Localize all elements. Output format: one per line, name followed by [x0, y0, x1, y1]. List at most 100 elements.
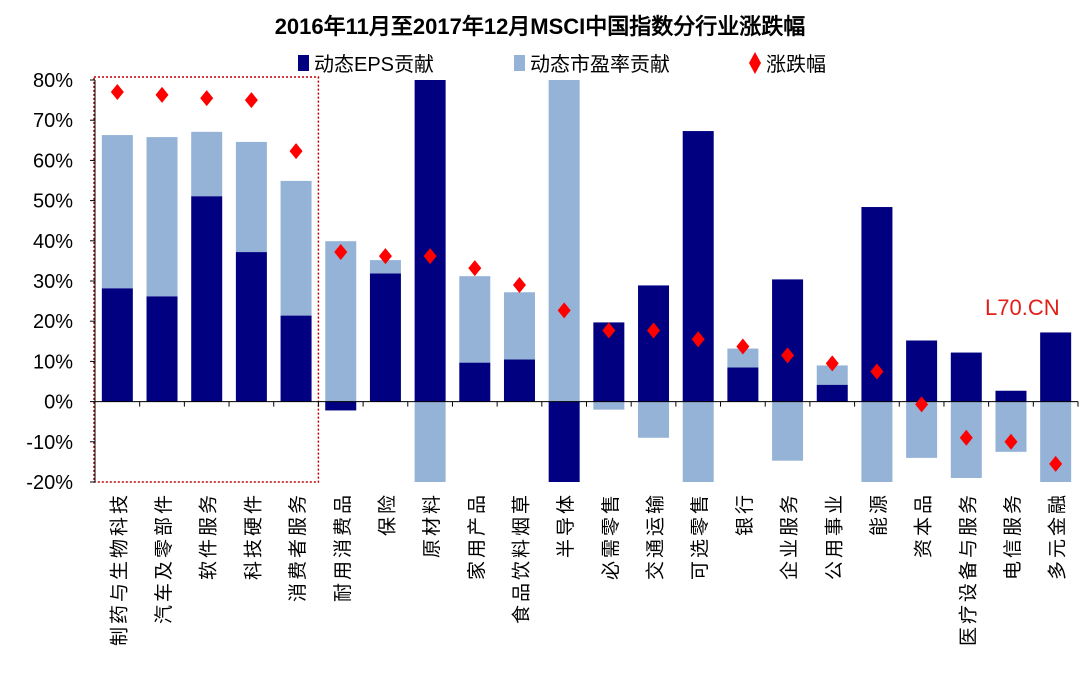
watermark: L70.CN [985, 295, 1060, 320]
bar-pe-13 [682, 401, 714, 482]
bar-eps-1 [146, 296, 178, 402]
x-tick-label: 制药与生物科技 [108, 492, 130, 646]
bar-eps-0 [101, 288, 133, 402]
x-tick-label: 可选零售 [689, 492, 711, 580]
bar-pe-3 [235, 141, 267, 253]
marker-diamond-17 [870, 363, 884, 380]
bar-pe-2 [191, 131, 223, 197]
bar-eps-20 [995, 390, 1027, 402]
bar-eps-7 [414, 80, 446, 402]
y-tick-label: 30% [33, 271, 73, 293]
y-tick-label: 60% [33, 150, 73, 172]
bar-pe-7 [414, 401, 446, 482]
bar-eps-13 [682, 131, 714, 402]
bar-pe-11 [593, 401, 625, 410]
x-tick-label: 电信服务 [1002, 492, 1024, 580]
bar-eps-3 [235, 252, 267, 402]
bar-eps-6 [369, 273, 401, 402]
x-tick-label: 公用事业 [823, 492, 845, 580]
bar-pe-15 [772, 401, 804, 461]
bar-eps-15 [772, 279, 804, 402]
bar-eps-18 [906, 340, 938, 402]
marker-diamond-13 [691, 331, 705, 348]
x-tick-label: 必需零售 [600, 492, 622, 580]
marker-diamond-18 [915, 396, 929, 413]
marker-diamond-4 [289, 143, 303, 160]
y-tick-label: -10% [26, 432, 73, 454]
bar-pe-9 [503, 292, 535, 360]
bar-eps-9 [503, 359, 535, 402]
marker-diamond-5 [334, 244, 348, 261]
x-tick-label: 半导体 [555, 492, 577, 558]
chart-title: 2016年11月至2017年12月MSCI中国指数分行业涨跌幅 [275, 14, 806, 39]
x-tick-label: 企业服务 [779, 492, 801, 580]
y-tick-labels: -20% -10% 0% 10% 20% 30% 40% 50% 60% 70% 80% [26, 70, 73, 494]
y-tick-label: -20% [26, 472, 73, 494]
marker-diamond-12 [647, 322, 661, 339]
y-tick-label: 10% [33, 351, 73, 373]
y-tick-label: 20% [33, 311, 73, 333]
bar-pe-8 [459, 276, 491, 363]
legend-label-2: 涨跌幅 [766, 53, 826, 76]
legend-marker-diamond [749, 52, 761, 74]
bar-pe-0 [101, 135, 133, 289]
legend: 动态EPS贡献 动态市盈率贡献 涨跌幅 [298, 52, 826, 76]
x-tick-label: 多元金融 [1047, 492, 1069, 580]
bar-pe-5 [325, 241, 357, 402]
axes [90, 79, 1079, 483]
legend-swatch-1 [514, 55, 525, 71]
x-tick-label: 家用产品 [466, 492, 488, 580]
marker-diamond-9 [512, 277, 526, 294]
legend-label-0: 动态EPS贡献 [314, 53, 434, 76]
bar-pe-14 [727, 348, 759, 368]
x-tick-label: 汽车及零部件 [153, 492, 175, 624]
marker-diamond-7 [423, 248, 437, 265]
y-tick-label: 80% [33, 70, 73, 92]
marker-diamond-21 [1049, 455, 1063, 472]
bar-eps-10 [548, 401, 580, 482]
marker-diamond-11 [602, 322, 616, 339]
marker-diamond-0 [110, 84, 124, 101]
bar-pe-12 [638, 401, 670, 438]
marker-diamond-6 [378, 248, 392, 265]
bars [101, 80, 1072, 482]
bar-eps-2 [191, 196, 223, 402]
marker-diamond-15 [781, 347, 795, 364]
bar-pe-16 [816, 365, 848, 385]
y-tick-label: 70% [33, 110, 73, 132]
bar-eps-4 [280, 315, 312, 402]
y-tick-label: 40% [33, 231, 73, 253]
x-tick-label: 医疗设备与服务 [957, 492, 979, 646]
x-tick-label: 银行 [734, 492, 756, 536]
bar-eps-19 [950, 352, 982, 402]
bar-pe-10 [548, 80, 580, 402]
bar-pe-6 [369, 260, 401, 274]
marker-diamond-19 [959, 429, 973, 446]
x-tick-label: 软件服务 [198, 492, 220, 580]
x-tick-label: 保险 [376, 492, 398, 536]
marker-diamond-8 [468, 260, 482, 277]
x-tick-labels: 制药与生物科技 汽车及零部件 软件服务 科技硬件 消费者服务 耐用消费品 保险 原材料 家用产品… [108, 492, 1068, 646]
markers [110, 84, 1063, 472]
x-tick-label: 原材料 [421, 492, 443, 558]
marker-diamond-10 [557, 302, 571, 319]
marker-diamond-16 [825, 355, 839, 372]
x-tick-label: 耐用消费品 [332, 492, 354, 602]
bar-pe-17 [861, 401, 893, 482]
x-tick-label: 食品饮料烟草 [510, 492, 532, 624]
marker-diamond-2 [200, 90, 214, 107]
y-tick-label: 50% [33, 191, 73, 213]
bar-eps-16 [816, 384, 848, 402]
bar-eps-21 [1040, 332, 1072, 402]
marker-diamond-20 [1004, 433, 1018, 450]
bar-eps-12 [638, 285, 670, 402]
legend-swatch-0 [298, 55, 309, 71]
x-tick-label: 资本品 [913, 492, 935, 558]
x-tick-label: 科技硬件 [242, 492, 264, 580]
bar-pe-1 [146, 137, 178, 297]
highlight-box-rect [93, 76, 320, 483]
x-tick-label: 能源 [868, 492, 890, 536]
marker-diamond-1 [155, 86, 169, 103]
bar-eps-5 [325, 401, 357, 411]
